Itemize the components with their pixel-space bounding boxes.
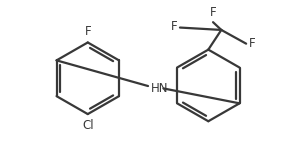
Text: F: F bbox=[249, 37, 256, 50]
Text: Cl: Cl bbox=[82, 119, 94, 132]
Text: F: F bbox=[210, 6, 216, 19]
Text: F: F bbox=[84, 25, 91, 38]
Text: HN: HN bbox=[150, 82, 168, 95]
Text: F: F bbox=[170, 20, 177, 33]
